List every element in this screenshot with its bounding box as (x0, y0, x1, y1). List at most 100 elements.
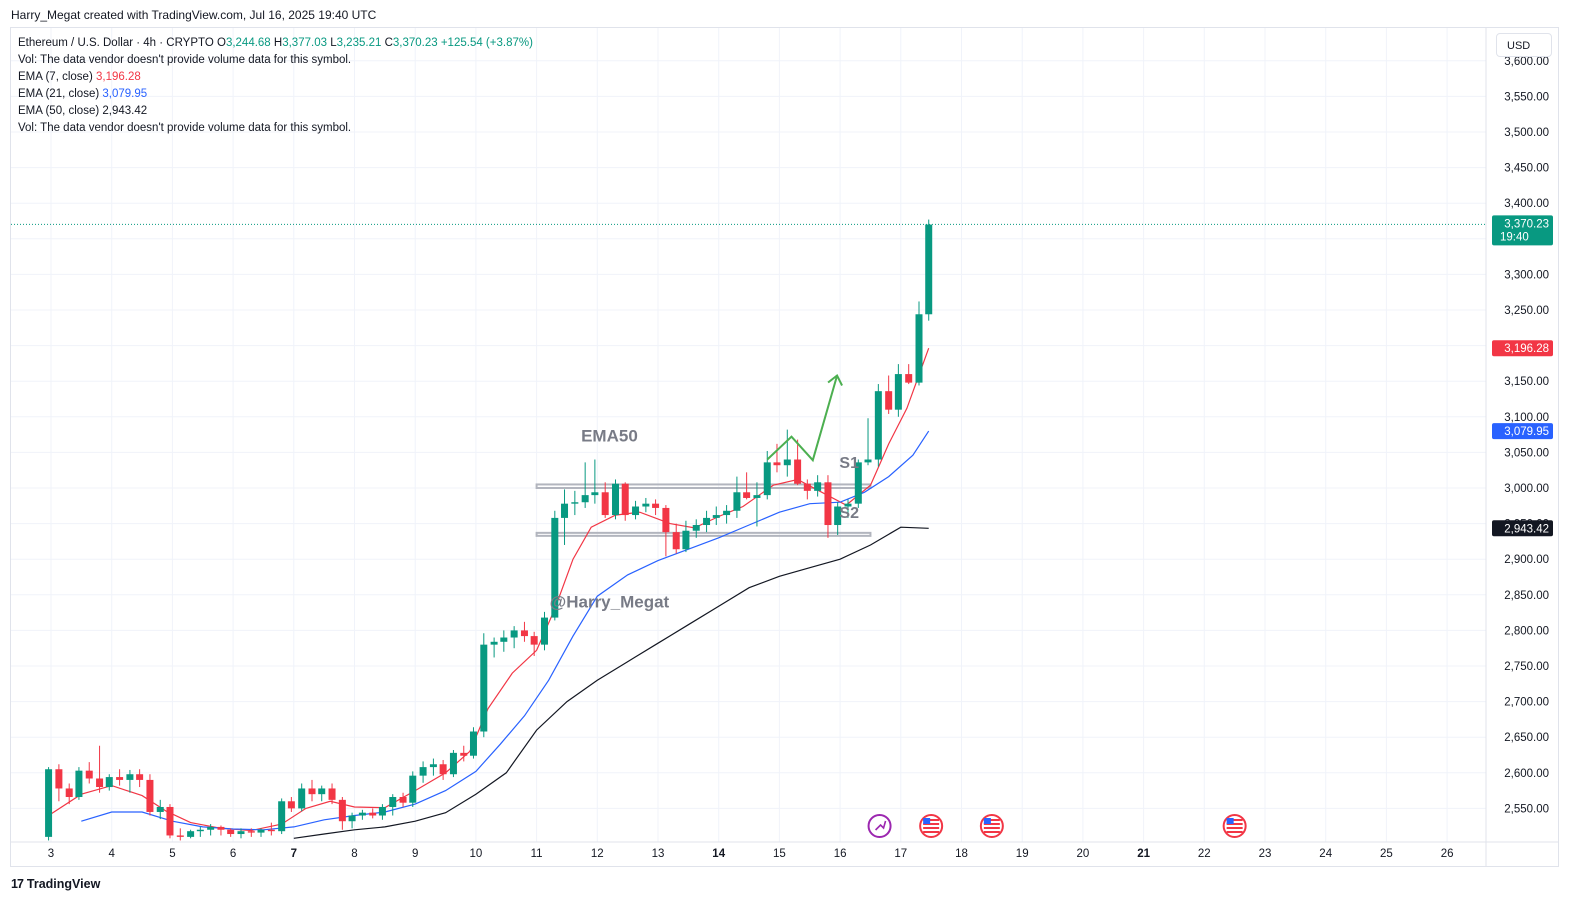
candle[interactable] (925, 219, 933, 321)
candle[interactable] (237, 828, 245, 839)
candle[interactable] (156, 799, 164, 820)
candle[interactable] (621, 482, 629, 521)
candle[interactable] (419, 761, 427, 783)
candle[interactable] (703, 510, 711, 533)
candle[interactable] (510, 626, 518, 649)
candle[interactable] (338, 797, 346, 830)
ema21-legend[interactable]: EMA (21, close) 3,079.95 (18, 86, 533, 103)
candle[interactable] (176, 828, 184, 841)
us-flag-icon[interactable] (979, 814, 1004, 838)
candle[interactable] (439, 759, 447, 780)
candle[interactable] (803, 479, 811, 500)
candle[interactable] (854, 459, 862, 508)
candle[interactable] (490, 637, 498, 658)
candle[interactable] (460, 745, 468, 762)
candle[interactable] (642, 497, 650, 513)
candle[interactable] (257, 828, 265, 837)
candle[interactable] (55, 764, 63, 802)
candle[interactable] (540, 611, 548, 651)
candle[interactable] (794, 439, 802, 486)
candle[interactable] (449, 750, 457, 778)
candle[interactable] (874, 384, 882, 467)
candle[interactable] (885, 375, 893, 414)
candle[interactable] (96, 745, 104, 793)
ema7-legend[interactable]: EMA (7, close) 3,196.28 (18, 69, 533, 86)
candle[interactable] (814, 475, 822, 497)
candle[interactable] (844, 499, 852, 518)
candle[interactable] (561, 489, 569, 545)
candle[interactable] (308, 779, 316, 802)
candle[interactable] (581, 462, 589, 508)
candle[interactable] (227, 828, 235, 837)
candle[interactable] (915, 301, 923, 386)
candle[interactable] (247, 828, 255, 837)
ema7-line[interactable] (48, 347, 930, 832)
candle[interactable] (612, 479, 620, 520)
ema21-line[interactable] (81, 430, 930, 831)
candle[interactable] (187, 829, 195, 839)
candle[interactable] (126, 769, 134, 793)
candle[interactable] (712, 506, 720, 526)
candle[interactable] (601, 482, 609, 518)
candle[interactable] (65, 783, 73, 805)
candle[interactable] (652, 499, 660, 516)
candle[interactable] (358, 809, 366, 820)
candle[interactable] (520, 621, 528, 642)
candle[interactable] (864, 418, 872, 466)
candle[interactable] (278, 798, 286, 835)
candle[interactable] (733, 476, 741, 518)
candle[interactable] (207, 824, 215, 836)
us-flag-icon[interactable] (919, 814, 944, 838)
candle[interactable] (500, 630, 508, 652)
candle[interactable] (287, 797, 295, 812)
candle[interactable] (743, 472, 751, 500)
ema50-legend[interactable]: EMA (50, close) 2,943.42 (18, 103, 533, 120)
candle[interactable] (905, 364, 913, 385)
candle[interactable] (378, 804, 386, 820)
ema50-line[interactable] (293, 526, 929, 839)
currency-button[interactable]: USD (1496, 33, 1552, 57)
candle[interactable] (298, 783, 306, 812)
tradingview-logo[interactable]: 17 TradingView (11, 877, 100, 891)
candle[interactable] (672, 523, 680, 554)
candle[interactable] (369, 808, 377, 819)
us-flag-icon[interactable] (1222, 814, 1247, 838)
candle[interactable] (783, 429, 791, 477)
candle[interactable] (662, 505, 670, 557)
candle[interactable] (166, 804, 174, 839)
candle[interactable] (328, 783, 336, 805)
symbol-title[interactable]: Ethereum / U.S. Dollar · 4h · CRYPTO (18, 37, 214, 49)
candle[interactable] (429, 758, 437, 776)
candle[interactable] (591, 459, 599, 504)
candle[interactable] (834, 502, 842, 535)
candle[interactable] (75, 767, 83, 800)
candle[interactable] (146, 774, 154, 816)
candle[interactable] (530, 631, 538, 657)
candle[interactable] (389, 794, 397, 816)
candle[interactable] (894, 364, 902, 417)
candle[interactable] (116, 769, 124, 786)
candle[interactable] (753, 482, 761, 527)
candle[interactable] (682, 520, 690, 553)
candle[interactable] (267, 822, 275, 836)
candle[interactable] (469, 727, 477, 759)
candle[interactable] (692, 519, 700, 538)
candle[interactable] (105, 774, 113, 791)
candle[interactable] (85, 762, 93, 784)
economic-event-icon[interactable] (867, 814, 892, 838)
candle[interactable] (824, 475, 832, 538)
candle[interactable] (348, 812, 356, 829)
candle[interactable] (773, 443, 781, 473)
candle[interactable] (399, 792, 407, 807)
candle[interactable] (217, 825, 225, 836)
candle[interactable] (45, 767, 53, 841)
candle[interactable] (723, 505, 731, 524)
candle[interactable] (196, 826, 204, 837)
candle[interactable] (632, 500, 640, 520)
candle[interactable] (480, 633, 488, 738)
candle[interactable] (409, 771, 417, 807)
candle[interactable] (551, 510, 559, 621)
candle[interactable] (571, 490, 579, 516)
candle[interactable] (318, 785, 326, 802)
